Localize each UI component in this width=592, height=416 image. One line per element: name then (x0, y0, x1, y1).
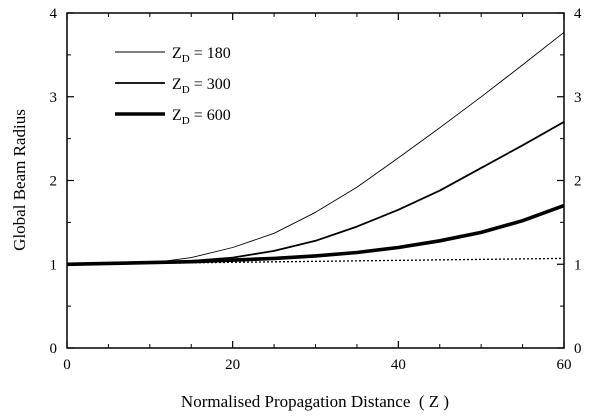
series-line-1 (66, 121, 565, 266)
x-tick-label: 20 (225, 357, 240, 373)
x-axis-label: Normalised Propagation Distance ( Z ) (181, 392, 449, 411)
legend-label: ZD = 180 (172, 45, 231, 65)
legend-label: ZD = 600 (172, 107, 231, 127)
legend-label: ZD = 300 (172, 76, 231, 96)
x-tick-label: 40 (391, 357, 406, 373)
y-axis-label: Global Beam Radius (10, 109, 29, 251)
series-line-3 (66, 257, 565, 265)
y-tick-label-right: 3 (574, 90, 582, 106)
x-tick-label: 0 (63, 357, 71, 373)
y-tick-label-right: 0 (574, 341, 582, 357)
y-tick-label: 3 (50, 90, 58, 106)
x-tick-label: 60 (557, 357, 572, 373)
y-tick-label-right: 2 (574, 174, 582, 190)
y-tick-label: 1 (50, 257, 58, 273)
y-tick-label-right: 4 (574, 6, 582, 22)
y-tick-label: 4 (50, 6, 58, 22)
plot-frame (66, 12, 565, 349)
y-tick-label: 0 (50, 341, 58, 357)
series-line-2 (66, 203, 565, 267)
y-tick-label: 2 (50, 174, 58, 190)
y-tick-label-right: 1 (574, 257, 582, 273)
